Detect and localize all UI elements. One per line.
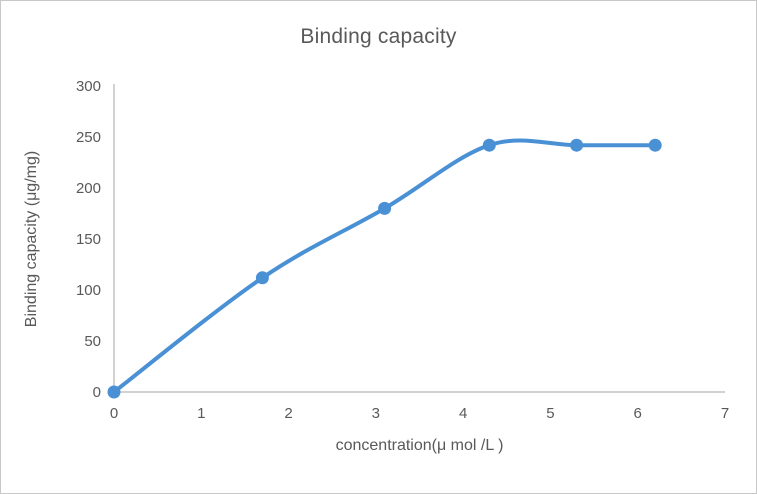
y-tick-label: 250	[76, 129, 101, 146]
x-tick-label: 1	[197, 405, 205, 422]
x-tick-label: 4	[459, 405, 467, 422]
y-tick-label: 300	[76, 78, 101, 95]
data-point-marker	[570, 138, 584, 152]
y-tick-label: 100	[76, 282, 101, 299]
x-tick-label: 7	[721, 405, 729, 422]
x-tick-label: 2	[284, 405, 292, 422]
data-point-marker	[255, 271, 269, 285]
data-point-marker	[648, 138, 662, 152]
x-tick-label: 5	[546, 405, 554, 422]
x-tick-label: 3	[372, 405, 380, 422]
data-point-marker	[107, 385, 121, 399]
y-tick-label: 150	[76, 231, 101, 248]
x-tick-label: 0	[110, 405, 118, 422]
y-tick-label: 200	[76, 180, 101, 197]
data-point-marker	[378, 201, 392, 215]
x-tick-label: 6	[634, 405, 642, 422]
chart-title: Binding capacity	[300, 25, 457, 48]
data-point-marker	[482, 138, 496, 152]
x-axis-title: concentration(μ mol /L )	[335, 437, 504, 454]
series-line	[112, 138, 658, 394]
y-tick-label: 50	[84, 333, 101, 350]
y-tick-label: 0	[93, 384, 101, 401]
